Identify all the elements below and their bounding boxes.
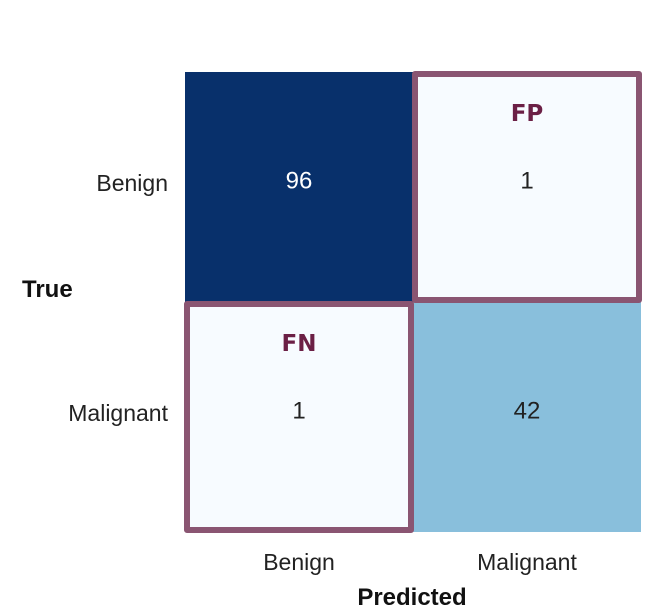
heatmap-cell: [185, 302, 413, 532]
cell-value-label: 42: [514, 398, 541, 425]
y-tick-label: Benign: [96, 170, 168, 196]
cell-value-label: 1: [292, 398, 305, 425]
heatmap-cell: [413, 72, 641, 302]
highlight-boxes: FP FN: [184, 71, 642, 533]
x-tick-labels: Benign Malignant: [263, 549, 577, 575]
heatmap-cell: [413, 302, 641, 532]
heatmap-cell: [185, 72, 413, 302]
heatmap-cells: [185, 72, 641, 532]
y-tick-label: Malignant: [68, 400, 168, 426]
x-axis-label: Predicted: [357, 584, 466, 611]
highlight-box: [184, 301, 414, 533]
annotation-label: FP: [511, 101, 544, 127]
y-axis-label: True: [22, 276, 73, 303]
x-tick-label: Malignant: [477, 549, 577, 575]
highlight-box: [412, 71, 642, 303]
x-tick-label: Benign: [263, 549, 335, 575]
cell-value-label: 96: [286, 168, 313, 195]
annotation-label: FN: [282, 331, 317, 357]
cell-values: 96 1 1 42: [286, 168, 541, 425]
cell-value-label: 1: [520, 168, 533, 195]
y-tick-labels: Benign Malignant: [68, 170, 168, 426]
